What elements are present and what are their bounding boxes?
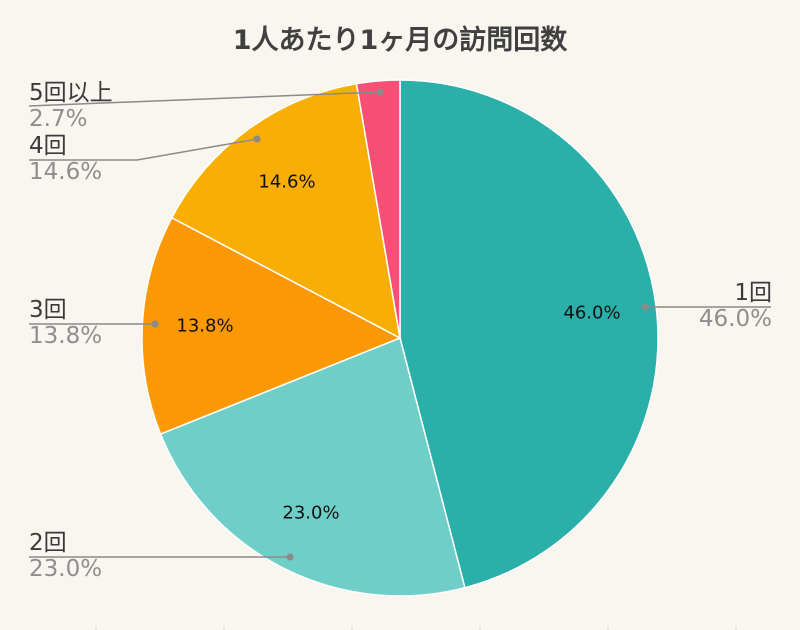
label-percent: 14.6% — [29, 159, 103, 185]
pie-slice-4 — [170, 82, 401, 340]
pie-slice-5 — [355, 79, 401, 339]
leader-dot-3 — [151, 320, 159, 328]
leader-dot-2 — [286, 553, 294, 561]
inner-label-slice-4: 14.6% — [258, 171, 316, 193]
inner-label-slice-2: 23.0% — [282, 502, 340, 524]
leader-dot-5 — [376, 88, 384, 96]
label-percent: 2.7% — [29, 106, 88, 132]
leader-lines — [28, 88, 771, 561]
leader-dot-4 — [253, 135, 261, 143]
leader-dot-1 — [641, 303, 649, 311]
label-percent: 23.0% — [29, 556, 103, 582]
label-slice-5: 5回以上 2.7% — [29, 80, 113, 132]
label-slice-4: 4回 14.6% — [29, 133, 102, 185]
label-name: 4回 — [29, 133, 67, 159]
leader-line-4 — [29, 138, 258, 161]
label-name: 5回以上 — [29, 80, 113, 106]
chart-title: 1人あたり1ヶ月の訪問回数 — [232, 25, 568, 56]
label-slice-3: 3回 13.8% — [29, 297, 102, 349]
label-percent: 13.8% — [29, 323, 103, 349]
leader-line-5 — [28, 91, 381, 107]
pie-slices — [141, 79, 659, 597]
label-name: 3回 — [29, 297, 67, 323]
inner-label-slice-1: 46.0% — [563, 302, 621, 324]
bottom-tick-marks — [95, 626, 737, 630]
label-percent: 46.0% — [698, 306, 772, 332]
label-name: 1回 — [734, 280, 772, 306]
inner-label-slice-3: 13.8% — [176, 315, 234, 337]
label-slice-1: 1回 46.0% — [699, 280, 772, 332]
label-slice-2: 2回 23.0% — [29, 530, 102, 582]
pie-slice-2 — [159, 336, 466, 597]
label-name: 2回 — [29, 530, 67, 556]
pie-slice-1 — [399, 79, 659, 589]
